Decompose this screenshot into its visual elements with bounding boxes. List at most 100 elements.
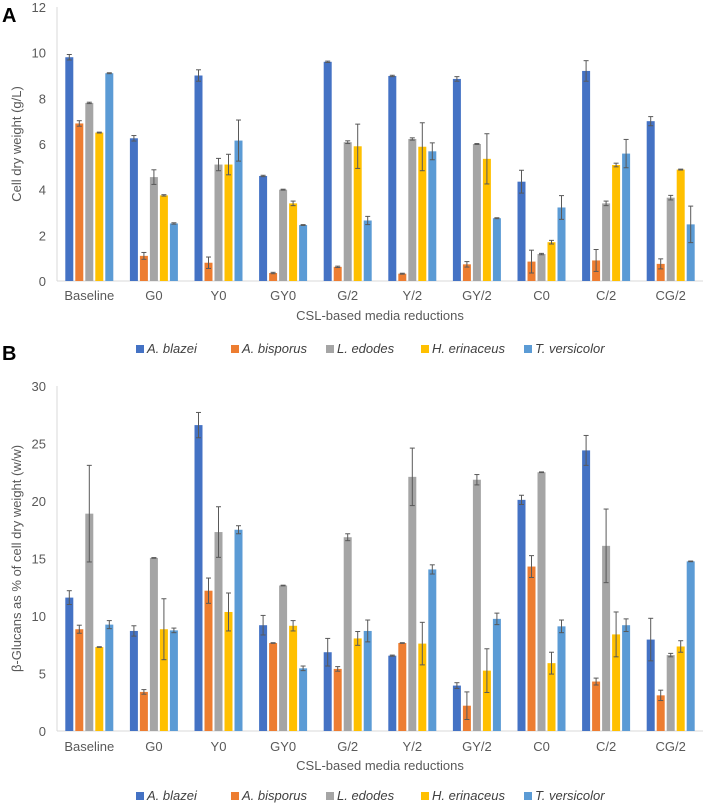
x-tick-label: C0 [533,288,550,303]
bar-l-edodes-G/2 [343,142,352,281]
bar-h-erinaceus-Baseline [95,132,104,281]
bar-a-bisporus-GY/2 [462,264,471,281]
x-tick-label: GY0 [270,739,296,754]
legend-label: H. erinaceus [432,341,505,356]
y-tick-label: 12 [32,0,46,15]
legend-swatch [136,345,144,353]
bar-l-edodes-G0 [149,557,158,731]
legend-label: A. blazei [146,341,198,356]
bar-t-versicolor-Y0 [234,140,243,281]
bar-a-bisporus-Y/2 [398,273,407,281]
bar-l-edodes-C/2 [602,203,611,281]
bar-l-edodes-Y/2 [408,476,417,731]
bar-t-versicolor-G0 [169,630,178,731]
bar-h-erinaceus-Y0 [224,611,233,731]
bar-h-erinaceus-G0 [159,195,168,281]
legend-label: A. bisporus [241,788,308,803]
bar-a-blazei-CG/2 [646,639,655,731]
legend-swatch [524,345,532,353]
y-tick-label: 10 [32,609,46,624]
bar-a-blazei-Y0 [194,75,203,281]
legend-swatch [136,792,144,800]
y-axis-title: β-Glucans as % of cell dry weight (w/w) [9,445,24,672]
x-axis-title: CSL-based media reductions [296,308,464,323]
bar-t-versicolor-CG/2 [686,224,695,281]
bar-t-versicolor-Y0 [234,529,243,731]
bar-t-versicolor-G/2 [363,630,372,731]
y-tick-label: 25 [32,437,46,452]
bar-t-versicolor-C/2 [622,153,631,281]
legend-swatch [524,792,532,800]
x-tick-label: GY/2 [462,739,492,754]
bar-l-edodes-C/2 [602,545,611,731]
bar-l-edodes-GY/2 [472,144,481,281]
bar-a-bisporus-Y0 [204,262,213,281]
bar-a-bisporus-C/2 [592,681,601,731]
y-tick-label: 0 [39,724,46,739]
x-tick-label: C/2 [596,739,616,754]
x-tick-label: C0 [533,739,550,754]
x-tick-label: Y/2 [403,288,423,303]
bar-l-edodes-C0 [537,472,546,731]
legend-swatch [231,792,239,800]
bar-h-erinaceus-Y/2 [418,146,427,281]
bar-l-edodes-C0 [537,254,546,281]
bar-t-versicolor-Baseline [105,624,114,731]
bar-a-blazei-C0 [517,181,526,281]
legend-label: L. edodes [337,788,395,803]
bar-h-erinaceus-Y0 [224,164,233,281]
bar-t-versicolor-C0 [557,207,566,281]
bar-h-erinaceus-CG/2 [676,646,685,731]
y-tick-label: 6 [39,137,46,152]
bar-a-blazei-GY/2 [452,685,461,731]
bar-l-edodes-Y0 [214,164,223,281]
bar-a-blazei-GY/2 [452,78,461,281]
bar-t-versicolor-GY/2 [492,218,501,281]
y-tick-label: 5 [39,667,46,682]
bar-h-erinaceus-C0 [547,663,556,731]
y-tick-label: 10 [32,46,46,61]
bar-a-bisporus-G0 [139,255,148,281]
bar-a-bisporus-GY0 [269,273,278,281]
x-tick-label: Baseline [64,739,114,754]
bar-h-erinaceus-Y/2 [418,643,427,731]
bar-l-edodes-GY0 [279,189,288,281]
legend-label: T. versicolor [535,788,605,803]
bar-l-edodes-CG/2 [666,655,675,731]
bar-h-erinaceus-C/2 [612,165,621,281]
bar-h-erinaceus-GY/2 [482,158,491,281]
legend-label: A. bisporus [241,341,308,356]
y-tick-label: 30 [32,379,46,394]
bar-t-versicolor-CG/2 [686,561,695,731]
bar-h-erinaceus-G/2 [353,638,362,731]
bar-l-edodes-GY/2 [472,479,481,731]
bar-h-erinaceus-C0 [547,242,556,281]
x-tick-label: Y/2 [403,739,423,754]
y-axis-title: Cell dry weight (g/L) [9,86,24,202]
x-tick-label: C/2 [596,288,616,303]
x-tick-label: GY0 [270,288,296,303]
bar-a-blazei-G0 [129,630,138,731]
bar-l-edodes-CG/2 [666,197,675,281]
bar-a-blazei-CG/2 [646,121,655,282]
legend-swatch [421,345,429,353]
legend-label: A. blazei [146,788,198,803]
legend-swatch [231,345,239,353]
bar-a-blazei-Y0 [194,425,203,731]
bar-t-versicolor-GY0 [299,668,308,731]
bar-a-blazei-G/2 [323,652,332,731]
x-tick-label: G0 [145,288,162,303]
bar-h-erinaceus-GY/2 [482,670,491,731]
bar-a-bisporus-G/2 [333,668,342,731]
bar-a-blazei-GY0 [259,625,268,731]
bar-a-bisporus-Baseline [75,629,84,731]
legend-swatch [421,792,429,800]
bar-l-edodes-Baseline [85,102,94,282]
bar-a-bisporus-Baseline [75,123,84,281]
y-tick-label: 2 [39,228,46,243]
bar-a-bisporus-CG/2 [656,695,665,731]
bar-a-bisporus-C0 [527,566,536,731]
bar-t-versicolor-GY0 [299,225,308,281]
bar-t-versicolor-Baseline [105,73,114,281]
